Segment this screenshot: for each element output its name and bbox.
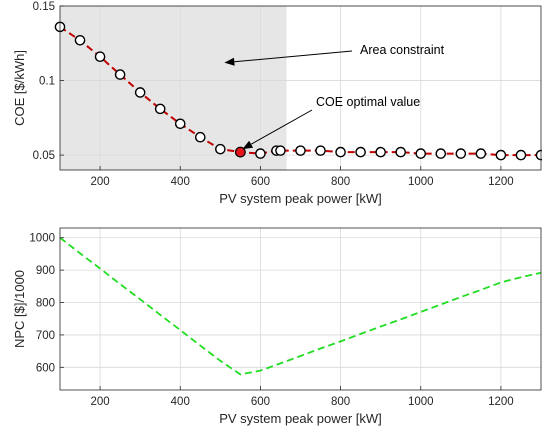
area-constraint-region: [60, 6, 287, 170]
data-point: [455, 148, 467, 159]
x-tick-label: 600: [251, 176, 270, 188]
annotation-arrowhead: [242, 140, 254, 150]
y-tick-label: 0.05: [33, 150, 55, 162]
data-point: [295, 145, 306, 156]
x-tick-label: 600: [251, 396, 270, 408]
y-tick-label: 1000: [29, 233, 55, 245]
annotation-arrow-line: [250, 109, 313, 145]
coe-chart-panel: 200 400 600 800 1000 1200 0.05 0.1 0.15 PV system…: [12, 1, 542, 206]
data-point: [415, 148, 427, 159]
data-point: [255, 148, 266, 159]
plot-area: [60, 228, 541, 390]
axes-box: [59, 227, 542, 391]
data-point: [74, 34, 86, 46]
x-tick-label: 1200: [488, 176, 514, 188]
data-point: [355, 146, 366, 158]
x-tick-label: 400: [171, 176, 190, 188]
data-point: [215, 143, 226, 155]
y-tick-label: 600: [36, 362, 55, 374]
data-point: [174, 118, 186, 130]
x-tick-label: 1200: [488, 396, 514, 408]
x-tick-label: 200: [90, 176, 109, 188]
data-point: [275, 145, 286, 156]
data-point: [515, 149, 527, 161]
x-axis-label: PV system peak power [kW]: [219, 191, 382, 206]
y-axis-label: NPC [$]/1000: [12, 270, 27, 348]
annotation-text: COE optimal value: [316, 95, 420, 109]
data-point: [134, 87, 146, 98]
data-point: [395, 146, 407, 158]
data-point: [335, 146, 346, 158]
axes-box: [59, 5, 542, 171]
data-point: [495, 149, 507, 161]
x-tick-label: 1000: [408, 396, 434, 408]
data-point: [194, 131, 206, 143]
y-axis-label: COE [$/kWh]: [12, 50, 27, 126]
data-point: [154, 103, 166, 115]
y-tick-label: 0.15: [33, 1, 55, 13]
data-point: [475, 148, 487, 159]
y-tick-label: 700: [36, 330, 55, 342]
data-point: [315, 145, 326, 156]
y-tick-label: 0.1: [39, 76, 55, 88]
x-tick-label: 800: [331, 176, 350, 188]
npc-chart-panel: 200 400 600 800 1000 1200 600 700 800 900 1000 PV s…: [12, 227, 542, 426]
x-tick-label: 800: [331, 396, 350, 408]
series-line: [59, 236, 542, 376]
data-point: [375, 146, 386, 158]
annotation-arrow-line: [234, 50, 353, 63]
y-tick-label: 800: [36, 298, 55, 310]
data-point: [94, 51, 106, 62]
x-tick-label: 400: [171, 396, 190, 408]
y-tick-label: 900: [36, 265, 55, 277]
data-point: [114, 69, 126, 80]
x-tick-label: 1000: [408, 176, 434, 188]
x-tick-label: 200: [90, 396, 109, 408]
annotation-arrowhead: [224, 57, 235, 66]
x-axis-label: PV system peak power [kW]: [219, 411, 382, 426]
annotation-text: Area constraint: [360, 43, 445, 57]
data-point: [435, 148, 447, 159]
coe-optimal-point: [234, 146, 246, 158]
